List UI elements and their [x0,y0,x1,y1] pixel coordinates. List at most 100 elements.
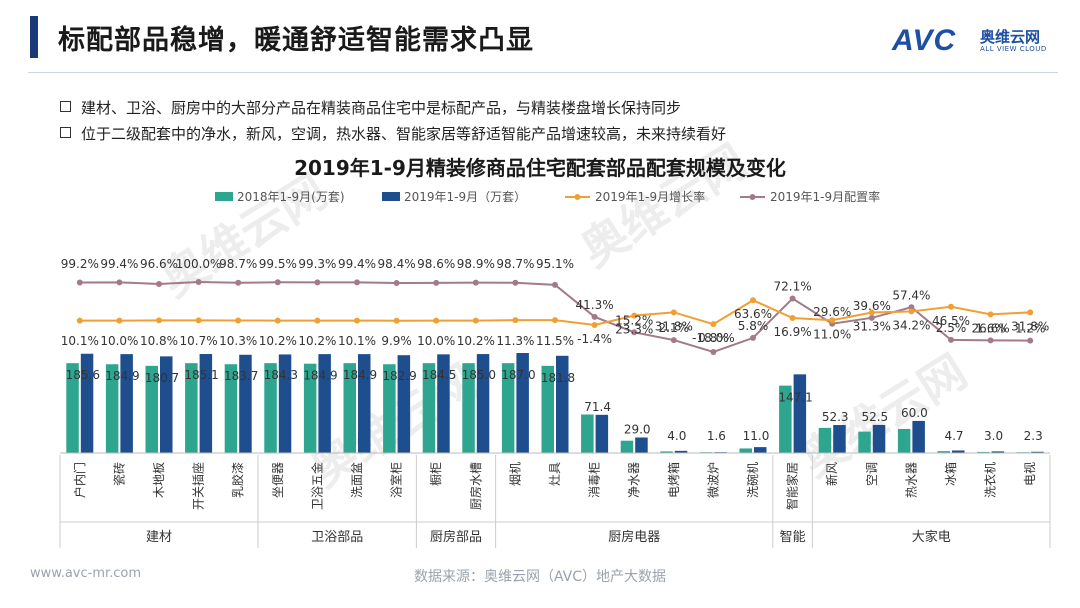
bar-2018 [383,364,396,453]
config-rate-label: 99.4% [338,257,376,271]
config-rate-label: 96.6% [140,257,178,271]
category-tick-label: 净水器 [627,462,641,498]
growth-rate-label: 31.8% [1011,319,1049,333]
category-tick-label: 木地板 [152,462,166,498]
group-label: 建材 [146,530,172,545]
category-tick-label: 热水器 [904,462,918,498]
legend-label-growth: 2019年1-9月增长率 [595,189,705,204]
growth-rate-label: 10.1% [61,334,99,348]
bar-2018 [422,363,436,453]
bar-data-label: 184.9 [303,369,337,383]
bar-2019 [278,354,292,453]
growth-rate-label: 10.0% [100,334,138,348]
bar-2018 [581,414,594,453]
config-rate-marker [433,279,440,286]
chart-title: 2019年1-9月精装修商品住宅配套部品配套规模及变化 [294,156,786,180]
config-rate-marker [76,279,83,286]
bar-2018 [541,365,554,453]
bar-2019 [952,450,965,453]
config-rate-label: 57.4% [892,288,930,302]
growth-rate-label: 10.7% [180,334,218,348]
growth-rate-marker [948,303,954,310]
growth-rate-label: 31.3% [853,320,891,334]
category-tick-label: 新风 [824,462,839,486]
config-rate-label: 99.3% [298,257,336,271]
bar-data-label: 185.1 [184,368,218,382]
category-tick-label: 瓷砖 [111,462,126,486]
group-label: 厨房部品 [430,529,482,545]
bar-2019 [556,355,569,453]
bar-2019 [358,354,371,453]
bar-2018 [739,448,752,453]
logo-avc-text: AVC [892,24,957,57]
bar-data-label: 4.7 [944,429,963,443]
bar-2019 [793,374,807,453]
growth-rate-marker [829,317,836,324]
bar-data-label: 185.0 [462,368,496,382]
bar-data-label: 147.1 [778,391,812,405]
config-rate-marker [631,329,638,336]
config-rate-marker [1027,337,1034,344]
category-tick-label: 空调 [865,462,879,486]
config-rate-label: 29.6% [813,305,851,319]
bar-2018 [818,427,832,453]
legend-label-2018: 2018年1-9月(万套) [237,190,345,204]
config-rate-marker [987,337,994,344]
growth-rate-marker [354,317,360,324]
bar-2019 [80,353,94,453]
bar-2018 [66,363,79,453]
growth-rate-marker [750,297,756,304]
avc-logo: AVC 奥维云网 ALL VIEW CLOUD [892,24,1062,60]
category-tick-label: 智能家居 [785,462,800,510]
logo-en-text: ALL VIEW CLOUD [980,45,1047,53]
header-divider [28,72,1058,73]
config-rate-marker [512,279,519,286]
bar-2018 [897,428,911,453]
growth-rate-label: 11.0% [813,327,851,341]
bar-data-label: 52.3 [822,410,849,424]
legend-label-2019: 2019年1-9月（万套） [404,190,526,204]
category-tick-label: 卫浴五金 [309,462,324,510]
bar-data-label: 71.4 [584,400,611,414]
bar-data-label: 52.5 [861,410,888,424]
legend-swatch-2019 [382,192,400,201]
config-rate-marker [591,313,598,320]
category-tick-label: 烟机 [508,462,522,486]
config-rate-label: 5.8% [738,319,769,333]
config-rate-label: 99.4% [100,257,138,271]
config-rate-marker [195,279,202,285]
group-label: 卫浴部品 [311,530,363,545]
checkbox-square-icon [60,127,71,138]
bar-2018 [858,431,871,453]
bar-data-label: 60.0 [901,406,928,420]
growth-rate-marker [868,309,875,316]
bar-2018 [224,364,238,453]
config-rate-marker [116,279,123,286]
bar-2018 [779,385,792,453]
growth-rate-marker [314,317,321,324]
category-tick-label: 冰箱 [943,462,958,486]
growth-rate-label: 0.8% [698,331,729,345]
bar-2019 [754,447,767,453]
bar-data-label: 184.9 [343,368,377,382]
bar-2018 [145,365,158,453]
growth-rate-label: 46.5% [932,314,970,328]
config-rate-label: 98.9% [457,257,495,271]
bar-data-label: 184.9 [105,369,139,383]
bar-2018 [462,363,475,453]
growth-rate-marker [631,312,638,319]
growth-rate-marker [512,317,519,324]
config-rate-marker [710,349,717,355]
bar-2019 [674,450,688,453]
bar-data-label: 29.0 [624,422,651,436]
config-rate-label: 98.7% [496,257,534,271]
growth-rate-label: 10.2% [259,334,297,348]
config-rate-marker [354,279,360,286]
config-rate-marker [274,279,281,286]
config-rate-marker [750,334,756,341]
config-rate-marker [670,337,677,344]
config-rate-label: 39.6% [853,299,891,313]
config-rate-label: 98.7% [219,257,257,271]
config-rate-marker [908,304,915,311]
